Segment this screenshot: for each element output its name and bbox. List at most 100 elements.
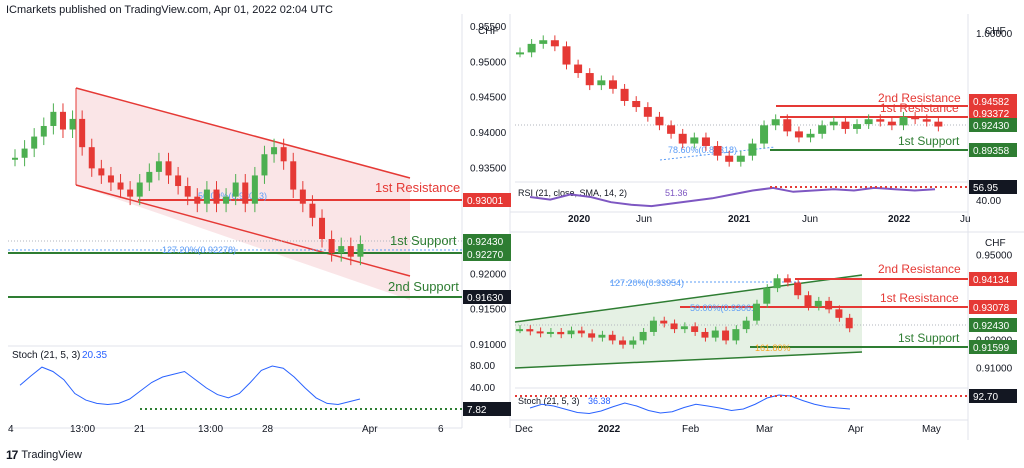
- rt-res2-label: 2nd Resistance: [878, 91, 961, 105]
- rb-tag-sup1: 0.91599: [973, 343, 1010, 354]
- rt-rsi-tick: 40.00: [976, 196, 1001, 207]
- rt-candle: [655, 116, 664, 126]
- left-price-tick: 0.94500: [470, 93, 507, 104]
- rt-candle: [899, 116, 908, 126]
- left-candle: [251, 175, 258, 204]
- rb-res2-label: 2nd Resistance: [878, 262, 961, 276]
- rb-candle: [825, 300, 833, 310]
- left-candle: [155, 161, 162, 172]
- rb-candle: [567, 330, 575, 335]
- left-stoch-line: [19, 365, 361, 406]
- left-stoch-value: 20.35: [82, 350, 107, 361]
- left-candle: [175, 175, 182, 187]
- left-x-tick: Apr: [362, 424, 378, 435]
- rt-candle: [876, 119, 885, 122]
- rt-x-tick: Jun: [636, 214, 652, 225]
- publish-header: ICmarkets published on TradingView.com, …: [6, 4, 333, 16]
- left-candle: [146, 171, 153, 183]
- left-candle: [338, 246, 345, 254]
- rt-tag-res1-bg: [969, 106, 1017, 120]
- rb-candle: [691, 326, 699, 332]
- rb-stoch-tag: 92.70: [973, 392, 998, 403]
- left-candle: [194, 196, 201, 204]
- left-stoch-tick: 80.00: [470, 361, 495, 372]
- left-sup1-label: 1st Support: [390, 233, 457, 248]
- rb-x-tick: 2022: [598, 424, 621, 435]
- left-price-tick: 0.91000: [470, 340, 507, 351]
- rt-sup1-label: 1st Support: [898, 134, 960, 148]
- left-sup2-label: 2nd Support: [388, 279, 459, 294]
- rb-stoch-label: Stoch (21, 5, 3): [518, 396, 580, 406]
- left-tag-sup1: 0.92270: [467, 250, 504, 261]
- left-candle: [203, 189, 210, 204]
- left-channel-upper: [75, 87, 411, 179]
- left-channel-lower: [75, 184, 411, 277]
- footer-brand: TradingView: [21, 449, 82, 461]
- rt-fib1-label: 78.60%(0.89318): [668, 145, 737, 155]
- rt-candle: [887, 121, 896, 126]
- rt-candle: [794, 131, 803, 138]
- left-tag-last-bg: [463, 234, 511, 248]
- left-candle: [165, 161, 172, 176]
- left-tag-sup2: 0.91630: [467, 293, 504, 304]
- left-candle: [232, 182, 239, 197]
- rt-candle: [632, 101, 641, 108]
- left-candle: [242, 182, 249, 204]
- left-fib2-label: 127.20%(0.92278): [162, 245, 236, 255]
- rb-price-tick: 0.91000: [976, 364, 1013, 375]
- left-price-tick: 0.93500: [470, 163, 507, 174]
- rb-candle: [639, 331, 647, 341]
- rt-tag-res2: 0.94582: [973, 97, 1010, 108]
- left-fib1-label: 50.00%(0.93013): [198, 191, 267, 201]
- left-candle: [271, 147, 278, 155]
- rt-candle: [620, 88, 629, 101]
- left-candle: [40, 125, 47, 137]
- rb-tag-sup1-bg: [969, 340, 1017, 354]
- left-x-tick: 28: [262, 424, 274, 435]
- left-x-tick: 4: [8, 424, 14, 435]
- rb-candle: [546, 331, 554, 334]
- rb-candle: [783, 278, 791, 283]
- left-candle: [357, 243, 364, 257]
- rb-candle: [742, 320, 750, 330]
- rb-tag-res1: 0.93078: [973, 303, 1010, 314]
- left-x-tick: 21: [134, 424, 146, 435]
- left-candle: [261, 154, 268, 176]
- rt-rsi-tag-bg: [969, 180, 1017, 194]
- rb-candle: [598, 334, 606, 338]
- rt-candle: [760, 125, 769, 144]
- left-candle: [290, 161, 297, 190]
- rb-candle: [773, 278, 781, 289]
- left-candle: [299, 189, 306, 204]
- rt-res1-label: 1st Resistance: [880, 101, 959, 115]
- left-candle: [107, 175, 114, 183]
- rb-candle: [701, 331, 709, 338]
- left-price-tick: 0.95000: [470, 57, 507, 68]
- rt-candle: [922, 119, 931, 122]
- rt-candle: [806, 133, 815, 138]
- rt-tag-res1: 0.93372: [973, 109, 1010, 120]
- rt-candle: [550, 40, 559, 47]
- left-candle: [98, 168, 105, 176]
- left-candle: [88, 147, 95, 169]
- left-currency: CHF: [478, 26, 499, 37]
- rt-x-tick: Ju: [960, 214, 971, 225]
- rt-rsi-value: 51.36: [665, 188, 688, 198]
- left-candle: [59, 111, 66, 130]
- rt-candle: [562, 46, 571, 65]
- rb-candle: [722, 330, 730, 341]
- rt-candle: [853, 124, 862, 129]
- rb-stoch-tag-bg: [969, 389, 1017, 403]
- rb-candle: [794, 282, 802, 296]
- rt-candle: [701, 137, 710, 146]
- rb-channel-upper: [514, 274, 863, 323]
- left-stoch-label: Stoch (21, 5, 3): [12, 350, 80, 361]
- rt-candle: [585, 73, 594, 86]
- left-candle: [328, 239, 335, 254]
- rb-x-tick: Mar: [756, 424, 774, 435]
- left-tag-last: 0.92430: [467, 237, 504, 248]
- rt-tag-last: 0.92430: [973, 121, 1010, 132]
- rb-tag-res2: 0.94134: [973, 275, 1010, 286]
- left-candle: [309, 203, 316, 218]
- rt-candle: [748, 143, 757, 156]
